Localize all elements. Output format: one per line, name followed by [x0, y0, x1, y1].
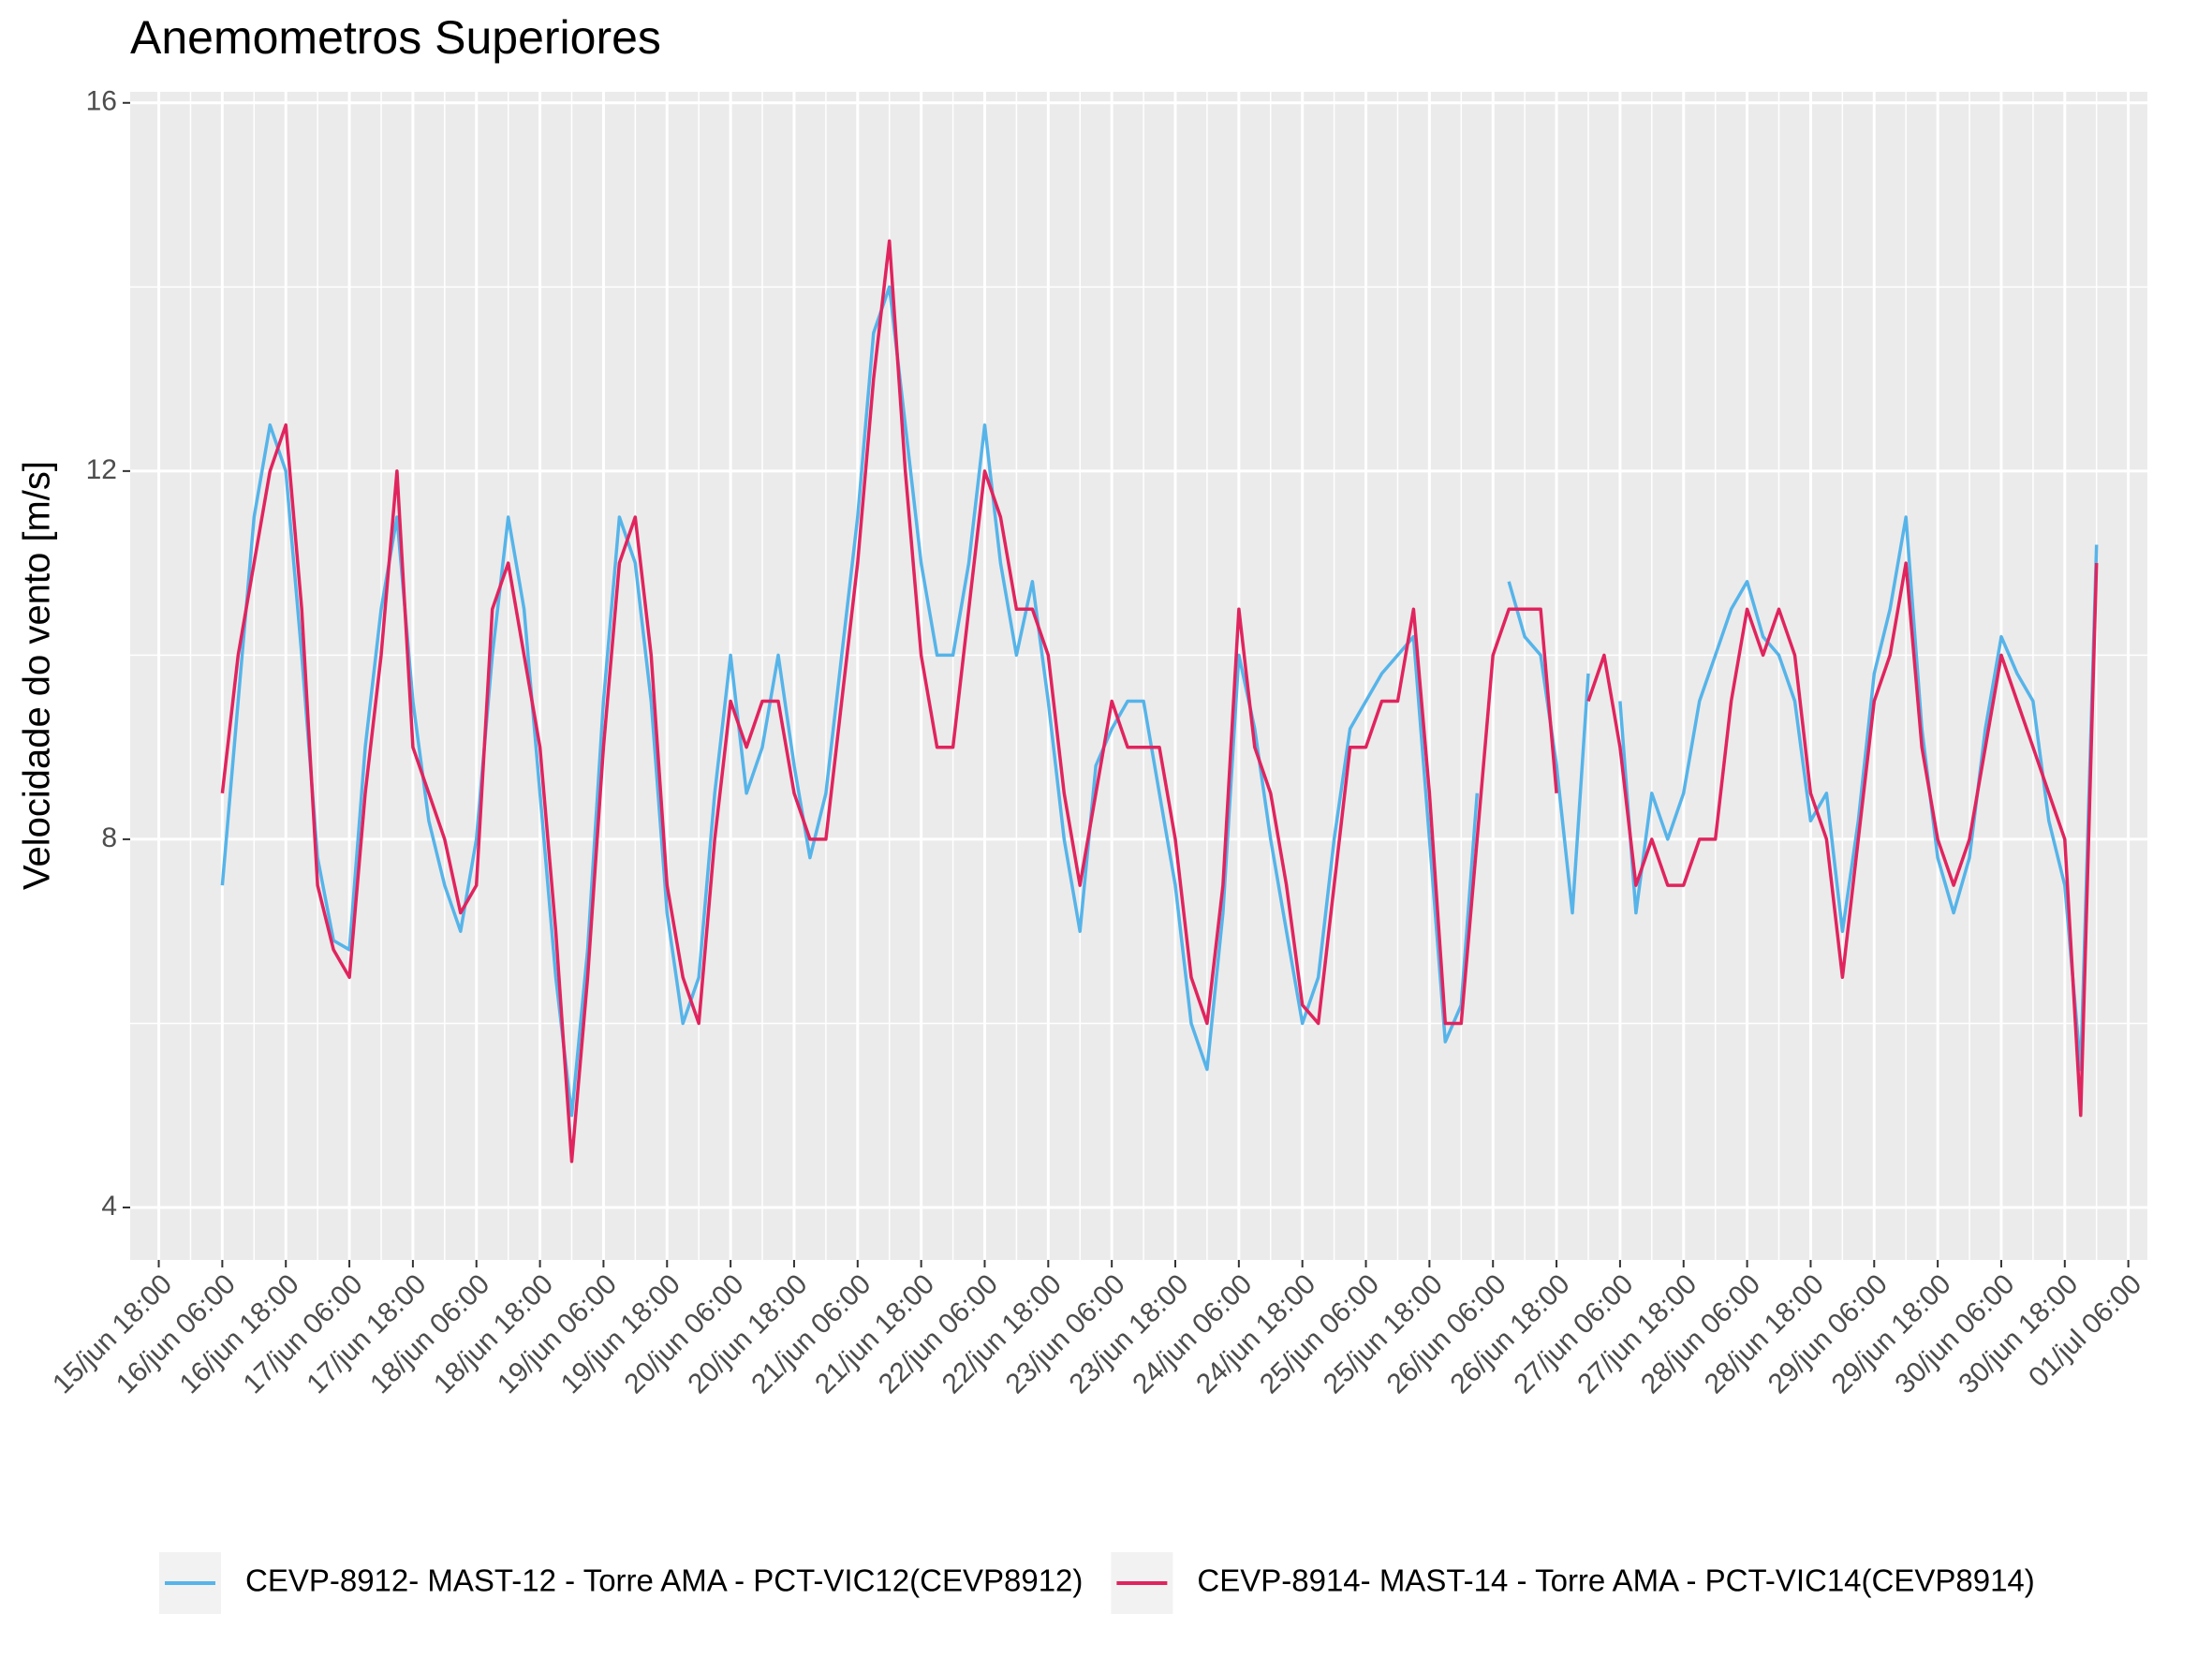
y-tick-label: 4	[101, 1191, 117, 1222]
legend-label: CEVP-8912- MAST-12 - Torre AMA - PCT-VIC…	[245, 1563, 1083, 1598]
series-line	[220, 239, 2099, 1163]
y-tick-label: 12	[86, 454, 117, 485]
legend-label: CEVP-8914- MAST-14 - Torre AMA - PCT-VIC…	[1197, 1563, 2034, 1598]
chart-title: Anemometros Superiores	[130, 11, 661, 64]
y-tick-label: 8	[101, 822, 117, 853]
y-tick-label: 16	[86, 86, 117, 117]
plot-panel	[130, 92, 2147, 1260]
y-axis-label: Velocidade do vento [m/s]	[17, 461, 58, 890]
